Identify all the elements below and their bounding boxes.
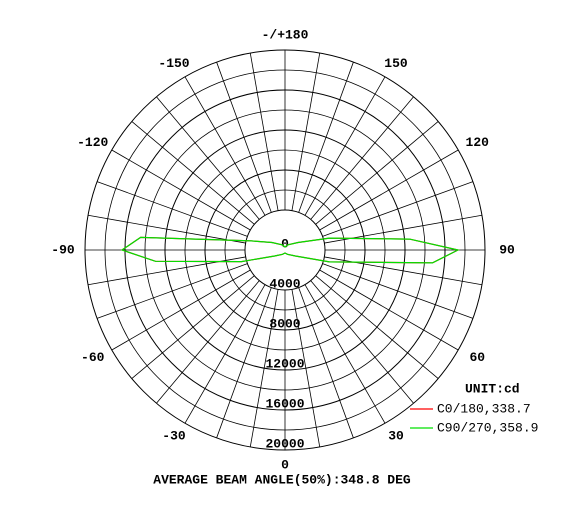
theta-tick-label: 120 xyxy=(466,135,490,150)
ring xyxy=(84,49,486,451)
r-tick-label: 4000 xyxy=(269,276,300,291)
r-tick-label: 12000 xyxy=(265,356,304,371)
footer: AVERAGE BEAM ANGLE(50%):348.8 DEG xyxy=(153,472,411,487)
theta-tick-label: -120 xyxy=(77,135,108,150)
minor-ring xyxy=(104,69,466,431)
unit-label: UNIT:cd xyxy=(465,381,520,396)
minor-ring xyxy=(184,149,386,351)
r-tick-label: 16000 xyxy=(265,396,304,411)
r-tick-label: 0 xyxy=(281,236,289,251)
theta-tick-label: -150 xyxy=(158,56,189,71)
theta-tick-label: 60 xyxy=(469,350,485,365)
theta-tick-label: -60 xyxy=(81,350,105,365)
ring xyxy=(244,209,326,291)
r-tick-label: 20000 xyxy=(265,436,304,451)
legend-label: C0/180,338.7 xyxy=(437,401,531,416)
theta-tick-label: -30 xyxy=(162,429,186,444)
theta-tick-label: -/+180 xyxy=(262,27,309,42)
series-line xyxy=(120,236,460,264)
r-tick-label: 8000 xyxy=(269,316,300,331)
theta-tick-label: 90 xyxy=(499,242,515,257)
minor-ring xyxy=(144,109,426,391)
ring xyxy=(124,89,446,411)
theta-tick-label: 30 xyxy=(388,429,404,444)
minor-ring xyxy=(224,189,346,311)
theta-tick-label: 0 xyxy=(281,457,289,472)
theta-tick-label: 150 xyxy=(384,56,408,71)
legend-label: C90/270,358.9 xyxy=(437,420,538,435)
theta-tick-label: -90 xyxy=(51,242,75,257)
ring xyxy=(164,129,406,371)
ring xyxy=(204,169,366,331)
